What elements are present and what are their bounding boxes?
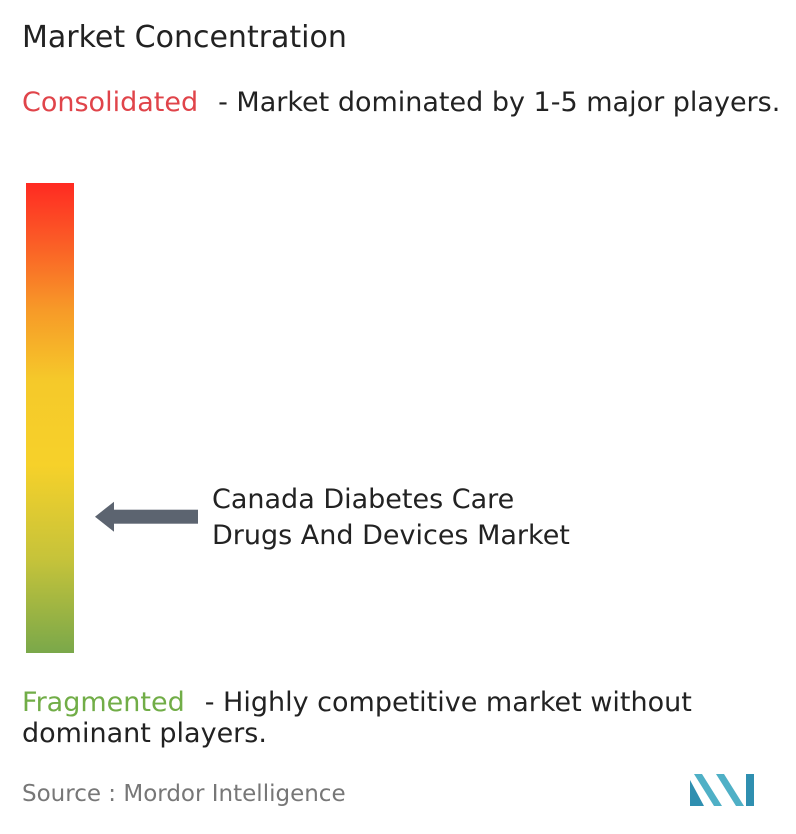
concentration-gradient-bar [26, 183, 74, 653]
market-label-line2: Drugs And Devices Market [212, 520, 570, 551]
mordor-intelligence-logo [690, 774, 754, 806]
fragmented-description: Fragmented - Highly competitive market wi… [22, 687, 792, 749]
consolidated-description: Consolidated - Market dominated by 1-5 ma… [22, 87, 792, 118]
market-label: Canada Diabetes Care Drugs And Devices M… [212, 482, 570, 554]
fragmented-text: - Highly competitive market without domi… [22, 687, 692, 749]
market-label-line1: Canada Diabetes Care [212, 484, 515, 515]
source-text: Source : Mordor Intelligence [22, 781, 346, 807]
fragmented-label: Fragmented [22, 687, 185, 718]
chart-title: Market Concentration [22, 20, 347, 55]
consolidated-text: - Market dominated by 1-5 major players. [218, 87, 781, 118]
market-position-arrow-icon [95, 501, 198, 532]
consolidated-label: Consolidated [22, 87, 199, 118]
